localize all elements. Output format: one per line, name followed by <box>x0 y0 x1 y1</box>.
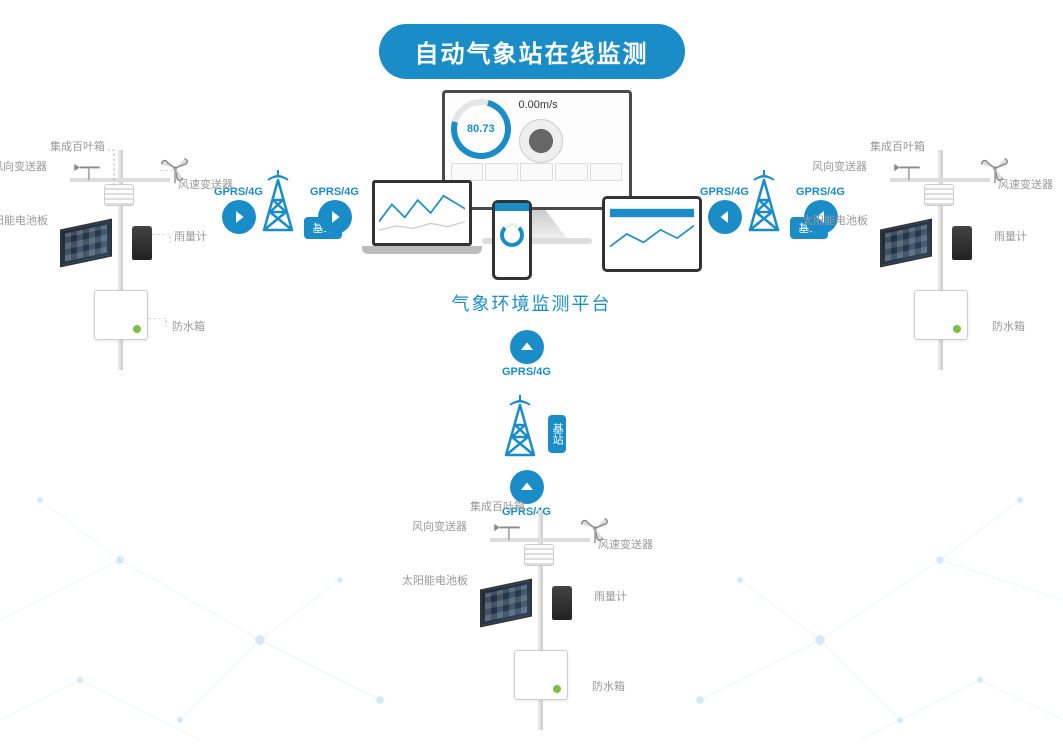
solar-panel <box>480 578 532 627</box>
vane-icon <box>892 162 922 182</box>
gprs-label: GPRS/4G <box>796 186 845 198</box>
waterproof-box <box>514 650 568 700</box>
compass-icon <box>519 119 563 163</box>
arrow-right-icon <box>222 200 256 234</box>
gauge-value: 80.73 <box>467 123 495 135</box>
label-vane: 风向变送器 <box>412 518 467 534</box>
tower-label: 基站 <box>548 415 566 453</box>
label-box: 防水箱 <box>592 678 625 694</box>
weather-station-bottom: 集成百叶箱 风向变送器 风速变送器 太阳能电池板 雨量计 防水箱 <box>440 500 640 740</box>
label-box: 防水箱 <box>172 318 205 334</box>
label-solar: 太阳能电池板 <box>402 572 468 588</box>
louver-box <box>104 184 134 206</box>
solar-panel <box>880 218 932 267</box>
label-box: 防水箱 <box>992 318 1025 334</box>
waterproof-box <box>914 290 968 340</box>
gprs-label: GPRS/4G <box>502 366 551 378</box>
weather-station-right: 集成百叶箱 风向变送器 风速变送器 太阳能电池板 雨量计 防水箱 <box>840 140 1040 380</box>
arrow-right-icon <box>318 200 352 234</box>
label-vane: 风向变送器 <box>0 158 47 174</box>
vane-icon <box>492 522 522 542</box>
rain-gauge <box>132 226 152 260</box>
vane-icon <box>72 162 102 182</box>
rain-gauge <box>952 226 972 260</box>
weather-station-left: 集成百叶箱 风向变送器 风速变送器 太阳能电池板 雨量计 防水箱 <box>20 140 220 380</box>
speed-value: 0.00m/s <box>519 99 563 111</box>
label-anem: 风速变送器 <box>178 176 233 192</box>
laptop <box>362 180 482 270</box>
label-anem: 风速变送器 <box>998 176 1053 192</box>
louver-box <box>924 184 954 206</box>
phone <box>492 200 532 280</box>
arrow-left-icon <box>708 200 742 234</box>
base-station-bottom: 基站 <box>498 395 542 462</box>
tablet <box>602 196 702 272</box>
label-solar: 太阳能电池板 <box>0 212 48 228</box>
arrow-up-icon <box>510 330 544 364</box>
waterproof-box <box>94 290 148 340</box>
page-title: 自动气象站在线监测 <box>379 24 685 79</box>
rain-gauge <box>552 586 572 620</box>
label-rain: 雨量计 <box>594 588 627 604</box>
label-vane: 风向变送器 <box>812 158 867 174</box>
gprs-label: GPRS/4G <box>310 186 359 198</box>
monitoring-devices: 80.73 0.00m/s <box>362 90 702 280</box>
gprs-label: GPRS/4G <box>700 186 749 198</box>
label-rain: 雨量计 <box>994 228 1027 244</box>
solar-panel <box>60 218 112 267</box>
label-solar: 太阳能电池板 <box>802 212 868 228</box>
platform-label: 气象环境监测平台 <box>452 290 612 316</box>
label-louver: 集成百叶箱 <box>50 138 105 154</box>
label-louver: 集成百叶箱 <box>870 138 925 154</box>
louver-box <box>524 544 554 566</box>
label-anem: 风速变送器 <box>598 536 653 552</box>
label-louver: 集成百叶箱 <box>470 498 525 514</box>
label-rain: 雨量计 <box>174 228 207 244</box>
